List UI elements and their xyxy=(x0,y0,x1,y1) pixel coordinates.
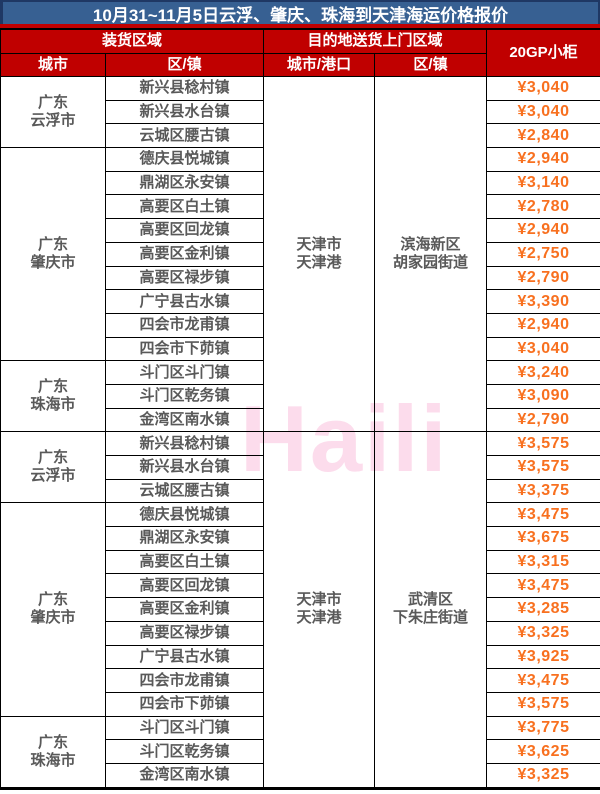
dest-district-cell: 滨海新区 胡家园街道 xyxy=(375,77,487,433)
price-cell: ¥3,140 xyxy=(487,172,600,196)
price-cell: ¥2,840 xyxy=(487,124,600,149)
district-cell: 斗门区斗门镇 xyxy=(106,716,264,741)
price-cell: ¥3,475 xyxy=(487,669,600,693)
district-cell: 高要区禄步镇 xyxy=(106,266,264,291)
price-cell: ¥3,625 xyxy=(487,740,600,764)
district-cell: 德庆县悦城镇 xyxy=(106,148,264,172)
district-cell: 四会市下茆镇 xyxy=(106,692,264,717)
city-cell: 广东 肇庆市 xyxy=(1,503,106,717)
district-cell: 金湾区南水镇 xyxy=(106,763,264,788)
city-port-header: 城市/港口 xyxy=(264,53,375,77)
district-cell: 广宁县古水镇 xyxy=(106,645,264,670)
price-cell: ¥3,040 xyxy=(487,338,600,362)
price-cell: ¥3,285 xyxy=(487,598,600,622)
district-cell: 广宁县古水镇 xyxy=(106,290,264,314)
price-cell: ¥3,575 xyxy=(487,432,600,456)
price-cell: ¥3,775 xyxy=(487,717,600,741)
price-cell: ¥3,040 xyxy=(487,77,600,101)
price-table: 装货区域 目的地送货上门区域 20GP小柜 城市 区/镇 城市/港口 区/镇 天津市 天津港 滨海… xyxy=(0,28,600,790)
price-cell: ¥3,925 xyxy=(487,646,600,670)
price-cell: ¥3,315 xyxy=(487,551,600,575)
price-cell: ¥2,790 xyxy=(487,267,600,291)
city-header: 城市 xyxy=(1,53,106,77)
price-cell: ¥2,780 xyxy=(487,195,600,220)
price-cell: ¥3,675 xyxy=(487,527,600,551)
district-cell: 斗门区乾务镇 xyxy=(106,740,264,764)
price-cell: ¥3,240 xyxy=(487,361,600,385)
price-cell: ¥3,575 xyxy=(487,693,600,717)
district-cell: 高要区回龙镇 xyxy=(106,574,264,599)
dest-city-cell: 天津市 天津港 xyxy=(264,432,375,788)
city-cell: 广东 珠海市 xyxy=(1,361,106,433)
district-cell: 高要区金利镇 xyxy=(106,242,264,267)
price-cell: ¥3,040 xyxy=(487,101,600,125)
district-cell: 四会市龙甫镇 xyxy=(106,669,264,693)
price-cell: ¥3,325 xyxy=(487,764,600,788)
price-cell: ¥2,940 xyxy=(487,148,600,172)
price-cell: ¥3,475 xyxy=(487,503,600,528)
price-cell: ¥3,390 xyxy=(487,290,600,314)
district-cell: 四会市下茆镇 xyxy=(106,337,264,362)
district-cell: 新兴县稔村镇 xyxy=(106,77,264,101)
district-cell: 高要区金利镇 xyxy=(106,598,264,622)
district-cell: 高要区白土镇 xyxy=(106,195,264,220)
city-cell: 广东 珠海市 xyxy=(1,716,106,788)
district-cell: 鼎湖区永安镇 xyxy=(106,171,264,196)
container-size-header: 20GP小柜 xyxy=(487,30,600,77)
dest-district-header: 区/镇 xyxy=(375,53,487,77)
dest-city-cell: 天津市 天津港 xyxy=(264,77,375,433)
price-cell: ¥2,940 xyxy=(487,314,600,338)
district-header: 区/镇 xyxy=(106,53,264,77)
district-cell: 斗门区乾务镇 xyxy=(106,384,264,409)
city-cell: 广东 云浮市 xyxy=(1,432,106,504)
district-cell: 高要区白土镇 xyxy=(106,550,264,575)
table-title-text: 10月31~11月5日云浮、肇庆、珠海到天津海运价格报价 xyxy=(92,5,509,25)
district-cell: 斗门区斗门镇 xyxy=(106,361,264,385)
district-cell: 新兴县稔村镇 xyxy=(106,432,264,456)
price-cell: ¥3,325 xyxy=(487,622,600,646)
district-cell: 鼎湖区永安镇 xyxy=(106,527,264,551)
district-cell: 高要区回龙镇 xyxy=(106,219,264,243)
table-title: 10月31~11月5日云浮、肇庆、珠海到天津海运价格报价 xyxy=(0,0,600,25)
price-cell: ¥2,750 xyxy=(487,243,600,267)
district-cell: 新兴县水台镇 xyxy=(106,456,264,480)
district-cell: 新兴县水台镇 xyxy=(106,100,264,125)
price-cell: ¥3,575 xyxy=(487,456,600,480)
district-cell: 金湾区南水镇 xyxy=(106,408,264,433)
price-cell: ¥3,475 xyxy=(487,574,600,599)
district-cell: 云城区腰古镇 xyxy=(106,479,264,504)
price-cell: ¥3,090 xyxy=(487,385,600,409)
district-cell: 四会市龙甫镇 xyxy=(106,313,264,338)
destination-area-header: 目的地送货上门区域 xyxy=(264,30,487,54)
district-cell: 高要区禄步镇 xyxy=(106,621,264,646)
price-cell: ¥2,790 xyxy=(487,409,600,433)
loading-area-header: 装货区域 xyxy=(1,30,264,54)
title-underline xyxy=(0,24,600,28)
dest-district-cell: 武清区 下朱庄街道 xyxy=(375,432,487,788)
price-cell: ¥3,375 xyxy=(487,480,600,504)
district-cell: 云城区腰古镇 xyxy=(106,124,264,149)
district-cell: 德庆县悦城镇 xyxy=(106,503,264,528)
price-cell: ¥2,940 xyxy=(487,219,600,243)
city-cell: 广东 云浮市 xyxy=(1,77,106,149)
city-cell: 广东 肇庆市 xyxy=(1,148,106,362)
